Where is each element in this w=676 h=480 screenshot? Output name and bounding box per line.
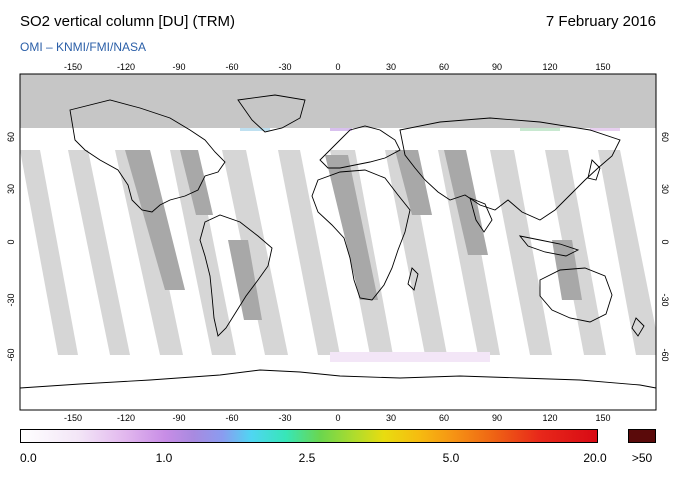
lat-tick-right: 60	[660, 132, 670, 142]
lon-tick-bottom: -30	[278, 413, 291, 423]
polar-edge-noise	[240, 128, 620, 131]
colorbar-label: 2.5	[298, 451, 316, 465]
lon-tick-bottom: 120	[542, 413, 557, 423]
colorbar-label: 5.0	[442, 451, 460, 465]
madagascar-coast	[407, 267, 419, 291]
colorbar-label: 20.0	[583, 451, 607, 465]
lat-tick-left: 0	[6, 239, 16, 244]
colorbar-label: 0.0	[20, 451, 37, 465]
lon-tick-bottom: 90	[492, 413, 502, 423]
lat-tick-right: 0	[660, 239, 670, 244]
antarctica-coast	[19, 369, 657, 389]
lon-ticks-top: -150 -120 -90 -60 -30 0 30 60 90 120 150	[64, 62, 611, 72]
colorbar	[20, 429, 598, 443]
lon-ticks-bottom: -150 -120 -90 -60 -30 0 30 60 90 120 150	[64, 413, 611, 423]
lon-tick-bottom: 150	[595, 413, 610, 423]
map-title: SO2 vertical column [DU] (TRM)	[20, 13, 236, 30]
data-source-credit: OMI – KNMI/FMI/NASA	[20, 40, 147, 54]
lat-tick-right: -60	[660, 348, 670, 361]
lon-tick-bottom: -150	[64, 413, 82, 423]
lon-tick-top: -150	[64, 62, 82, 72]
southern-tint	[330, 352, 490, 362]
orbit-gaps-dark	[125, 150, 582, 320]
lon-tick-bottom: 0	[335, 413, 340, 423]
lon-tick-top: -120	[117, 62, 135, 72]
lat-tick-right: 30	[660, 184, 670, 194]
lat-tick-left: 30	[6, 184, 16, 194]
lon-tick-top: -60	[225, 62, 238, 72]
so2-map: -150 -120 -90 -60 -30 0 30 60 90 120 150…	[6, 62, 670, 423]
indonesia-coast	[518, 235, 580, 257]
south-america-coast	[199, 214, 273, 337]
lon-tick-bottom: 60	[439, 413, 449, 423]
australia-coast	[539, 267, 613, 323]
lon-tick-bottom: 30	[386, 413, 396, 423]
greenland-coast	[237, 94, 306, 133]
lat-tick-left: -30	[6, 293, 16, 306]
asia-coast	[399, 117, 621, 221]
india-coast	[469, 197, 493, 233]
lon-tick-bottom: -120	[117, 413, 135, 423]
coastlines	[19, 94, 657, 389]
lon-tick-top: -30	[278, 62, 291, 72]
lat-ticks-left: 60 30 0 -30 -60	[6, 132, 16, 362]
colorbar-over-label: >50	[631, 451, 653, 465]
lon-tick-top: 60	[439, 62, 449, 72]
lon-tick-bottom: -90	[172, 413, 185, 423]
colorbar-over-swatch	[628, 429, 656, 443]
map-date: 7 February 2016	[545, 13, 656, 30]
lon-tick-top: 0	[335, 62, 340, 72]
map-border	[19, 73, 657, 411]
lat-tick-right: -30	[660, 293, 670, 306]
north-america-coast	[69, 99, 226, 213]
lon-tick-top: -90	[172, 62, 185, 72]
lon-tick-top: 30	[386, 62, 396, 72]
lon-tick-top: 90	[492, 62, 502, 72]
africa-coast	[311, 169, 411, 301]
lon-tick-bottom: -60	[225, 413, 238, 423]
europe-coast	[319, 125, 401, 169]
colorbar-label: 1.0	[155, 451, 173, 465]
polar-no-data	[20, 74, 656, 128]
lat-tick-left: 60	[6, 132, 16, 142]
new-zealand-coast	[631, 317, 645, 337]
lat-ticks-right: 60 30 0 -30 -60	[660, 132, 670, 362]
orbit-gaps	[20, 150, 656, 355]
japan-coast	[587, 159, 601, 181]
lon-tick-top: 150	[595, 62, 610, 72]
lat-tick-left: -60	[6, 348, 16, 361]
lon-tick-top: 120	[542, 62, 557, 72]
